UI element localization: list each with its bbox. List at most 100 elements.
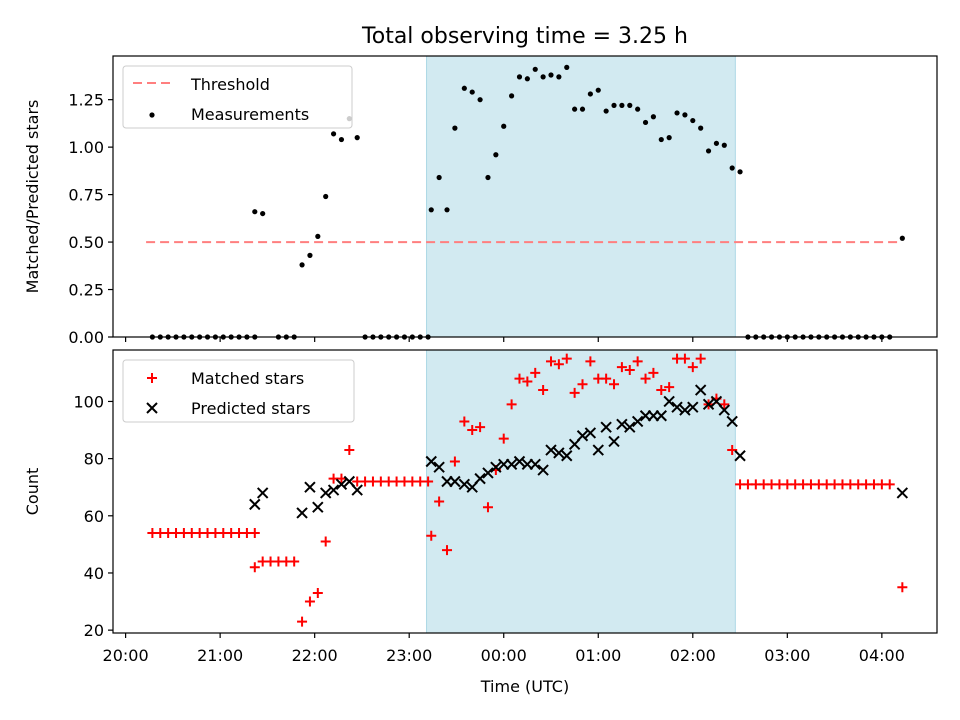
measurement-point bbox=[477, 97, 483, 103]
matched-star-point bbox=[553, 359, 564, 370]
measurement-point bbox=[260, 210, 266, 217]
measurement-point bbox=[595, 87, 601, 93]
measurement-point bbox=[705, 148, 712, 154]
matched-star-point bbox=[467, 425, 478, 436]
legend-measurement-swatch bbox=[149, 112, 155, 118]
measurement-point bbox=[354, 135, 360, 141]
measurement-point bbox=[501, 123, 507, 129]
axes-frame bbox=[112, 349, 938, 634]
x-tick-label: 01:00 bbox=[575, 646, 621, 665]
matched-star-point bbox=[249, 562, 260, 573]
predicted-star-point bbox=[561, 450, 573, 462]
x-tick-label: 03:00 bbox=[764, 646, 810, 665]
predicted-star-point bbox=[351, 484, 363, 496]
measurement-point bbox=[452, 125, 458, 131]
measurement-point bbox=[674, 110, 680, 116]
y-tick-label: 0.75 bbox=[68, 186, 104, 205]
matched-star-point bbox=[616, 362, 627, 373]
predicted-star-point bbox=[474, 472, 486, 485]
measurement-point bbox=[658, 136, 664, 143]
predicted-star-point bbox=[896, 487, 909, 499]
matched-star-point bbox=[336, 473, 347, 484]
matched-star-point bbox=[442, 545, 453, 556]
matched-star-point bbox=[514, 373, 525, 384]
measurement-point bbox=[315, 233, 321, 239]
matched-star-point bbox=[601, 373, 612, 384]
x-tick-label: 04:00 bbox=[859, 646, 905, 665]
matched-star-point bbox=[434, 496, 445, 507]
predicted-star-point bbox=[655, 410, 667, 422]
predicted-star-point bbox=[304, 481, 316, 493]
measurement-point bbox=[540, 74, 546, 80]
legend-label: Matched stars bbox=[191, 369, 304, 388]
x-tick-label: 00:00 bbox=[481, 646, 527, 665]
y-tick-label: 80 bbox=[84, 450, 104, 469]
measurement-point bbox=[729, 165, 735, 171]
legend-label: Measurements bbox=[191, 105, 309, 124]
measurement-point bbox=[619, 102, 625, 108]
measurement-point bbox=[461, 85, 467, 91]
matched-star-point bbox=[297, 616, 308, 627]
matched-star-point bbox=[664, 382, 675, 393]
measurement-point bbox=[323, 193, 329, 200]
measurement-point bbox=[579, 106, 586, 112]
measurement-point bbox=[737, 169, 743, 175]
observing-span bbox=[426, 349, 736, 634]
predicted-star-point bbox=[449, 475, 461, 488]
matched-star-point bbox=[249, 527, 260, 538]
measurement-point bbox=[548, 72, 554, 78]
measurement-point bbox=[338, 136, 345, 143]
matched-star-point bbox=[289, 556, 300, 567]
predicted-star-point bbox=[702, 398, 715, 411]
measurement-point bbox=[635, 106, 641, 112]
y-tick-label: 60 bbox=[84, 507, 104, 526]
x-tick-label: 23:00 bbox=[386, 646, 432, 665]
predicted-star-point bbox=[553, 447, 565, 459]
measurement-point bbox=[509, 93, 515, 99]
y-tick-label: 0.00 bbox=[68, 328, 104, 347]
measurement-point bbox=[485, 174, 491, 181]
measurement-point bbox=[650, 114, 657, 120]
measurement-point bbox=[627, 102, 633, 108]
measurement-point bbox=[556, 74, 562, 80]
measurement-point bbox=[532, 66, 538, 72]
predicted-star-point bbox=[734, 450, 746, 462]
y-tick-label: 1.25 bbox=[68, 91, 104, 110]
predicted-star-point bbox=[687, 401, 699, 413]
y-tick-label: 100 bbox=[73, 392, 104, 411]
predicted-star-point bbox=[256, 487, 269, 499]
measurement-point bbox=[587, 91, 593, 97]
measurement-point bbox=[436, 174, 442, 181]
measurement-point bbox=[698, 125, 704, 131]
predicted-star-point bbox=[425, 455, 437, 468]
predicted-star-point bbox=[545, 444, 557, 456]
measurement-point bbox=[721, 142, 727, 148]
predicted-star-point bbox=[694, 384, 707, 396]
predicted-star-point bbox=[249, 498, 261, 511]
legend-label: Threshold bbox=[190, 75, 270, 94]
matched-star-point bbox=[577, 379, 588, 390]
predicted-star-point bbox=[679, 404, 691, 416]
legend-box bbox=[122, 65, 353, 129]
matched-star-point bbox=[423, 476, 434, 487]
measurement-point bbox=[493, 152, 499, 158]
predicted-star-point bbox=[600, 421, 612, 433]
measurement-point bbox=[516, 74, 523, 80]
y-tick-label: 20 bbox=[84, 621, 104, 640]
y-tick-label: 40 bbox=[84, 564, 104, 583]
measurement-point bbox=[611, 102, 617, 108]
matched-star-point bbox=[569, 387, 580, 398]
x-axis-label: Time (UTC) bbox=[480, 677, 569, 696]
measurement-point bbox=[666, 135, 672, 141]
legend-predicted-swatch bbox=[146, 402, 158, 414]
predicted-star-point bbox=[608, 435, 620, 448]
predicted-star-point bbox=[433, 461, 445, 473]
predicted-star-point bbox=[529, 458, 541, 471]
matched-star-point bbox=[609, 379, 620, 390]
matched-star-point bbox=[545, 356, 556, 367]
predicted-star-point bbox=[312, 501, 324, 513]
measurement-point bbox=[603, 108, 609, 114]
measurement-point bbox=[690, 117, 696, 124]
predicted-star-point bbox=[482, 467, 494, 479]
